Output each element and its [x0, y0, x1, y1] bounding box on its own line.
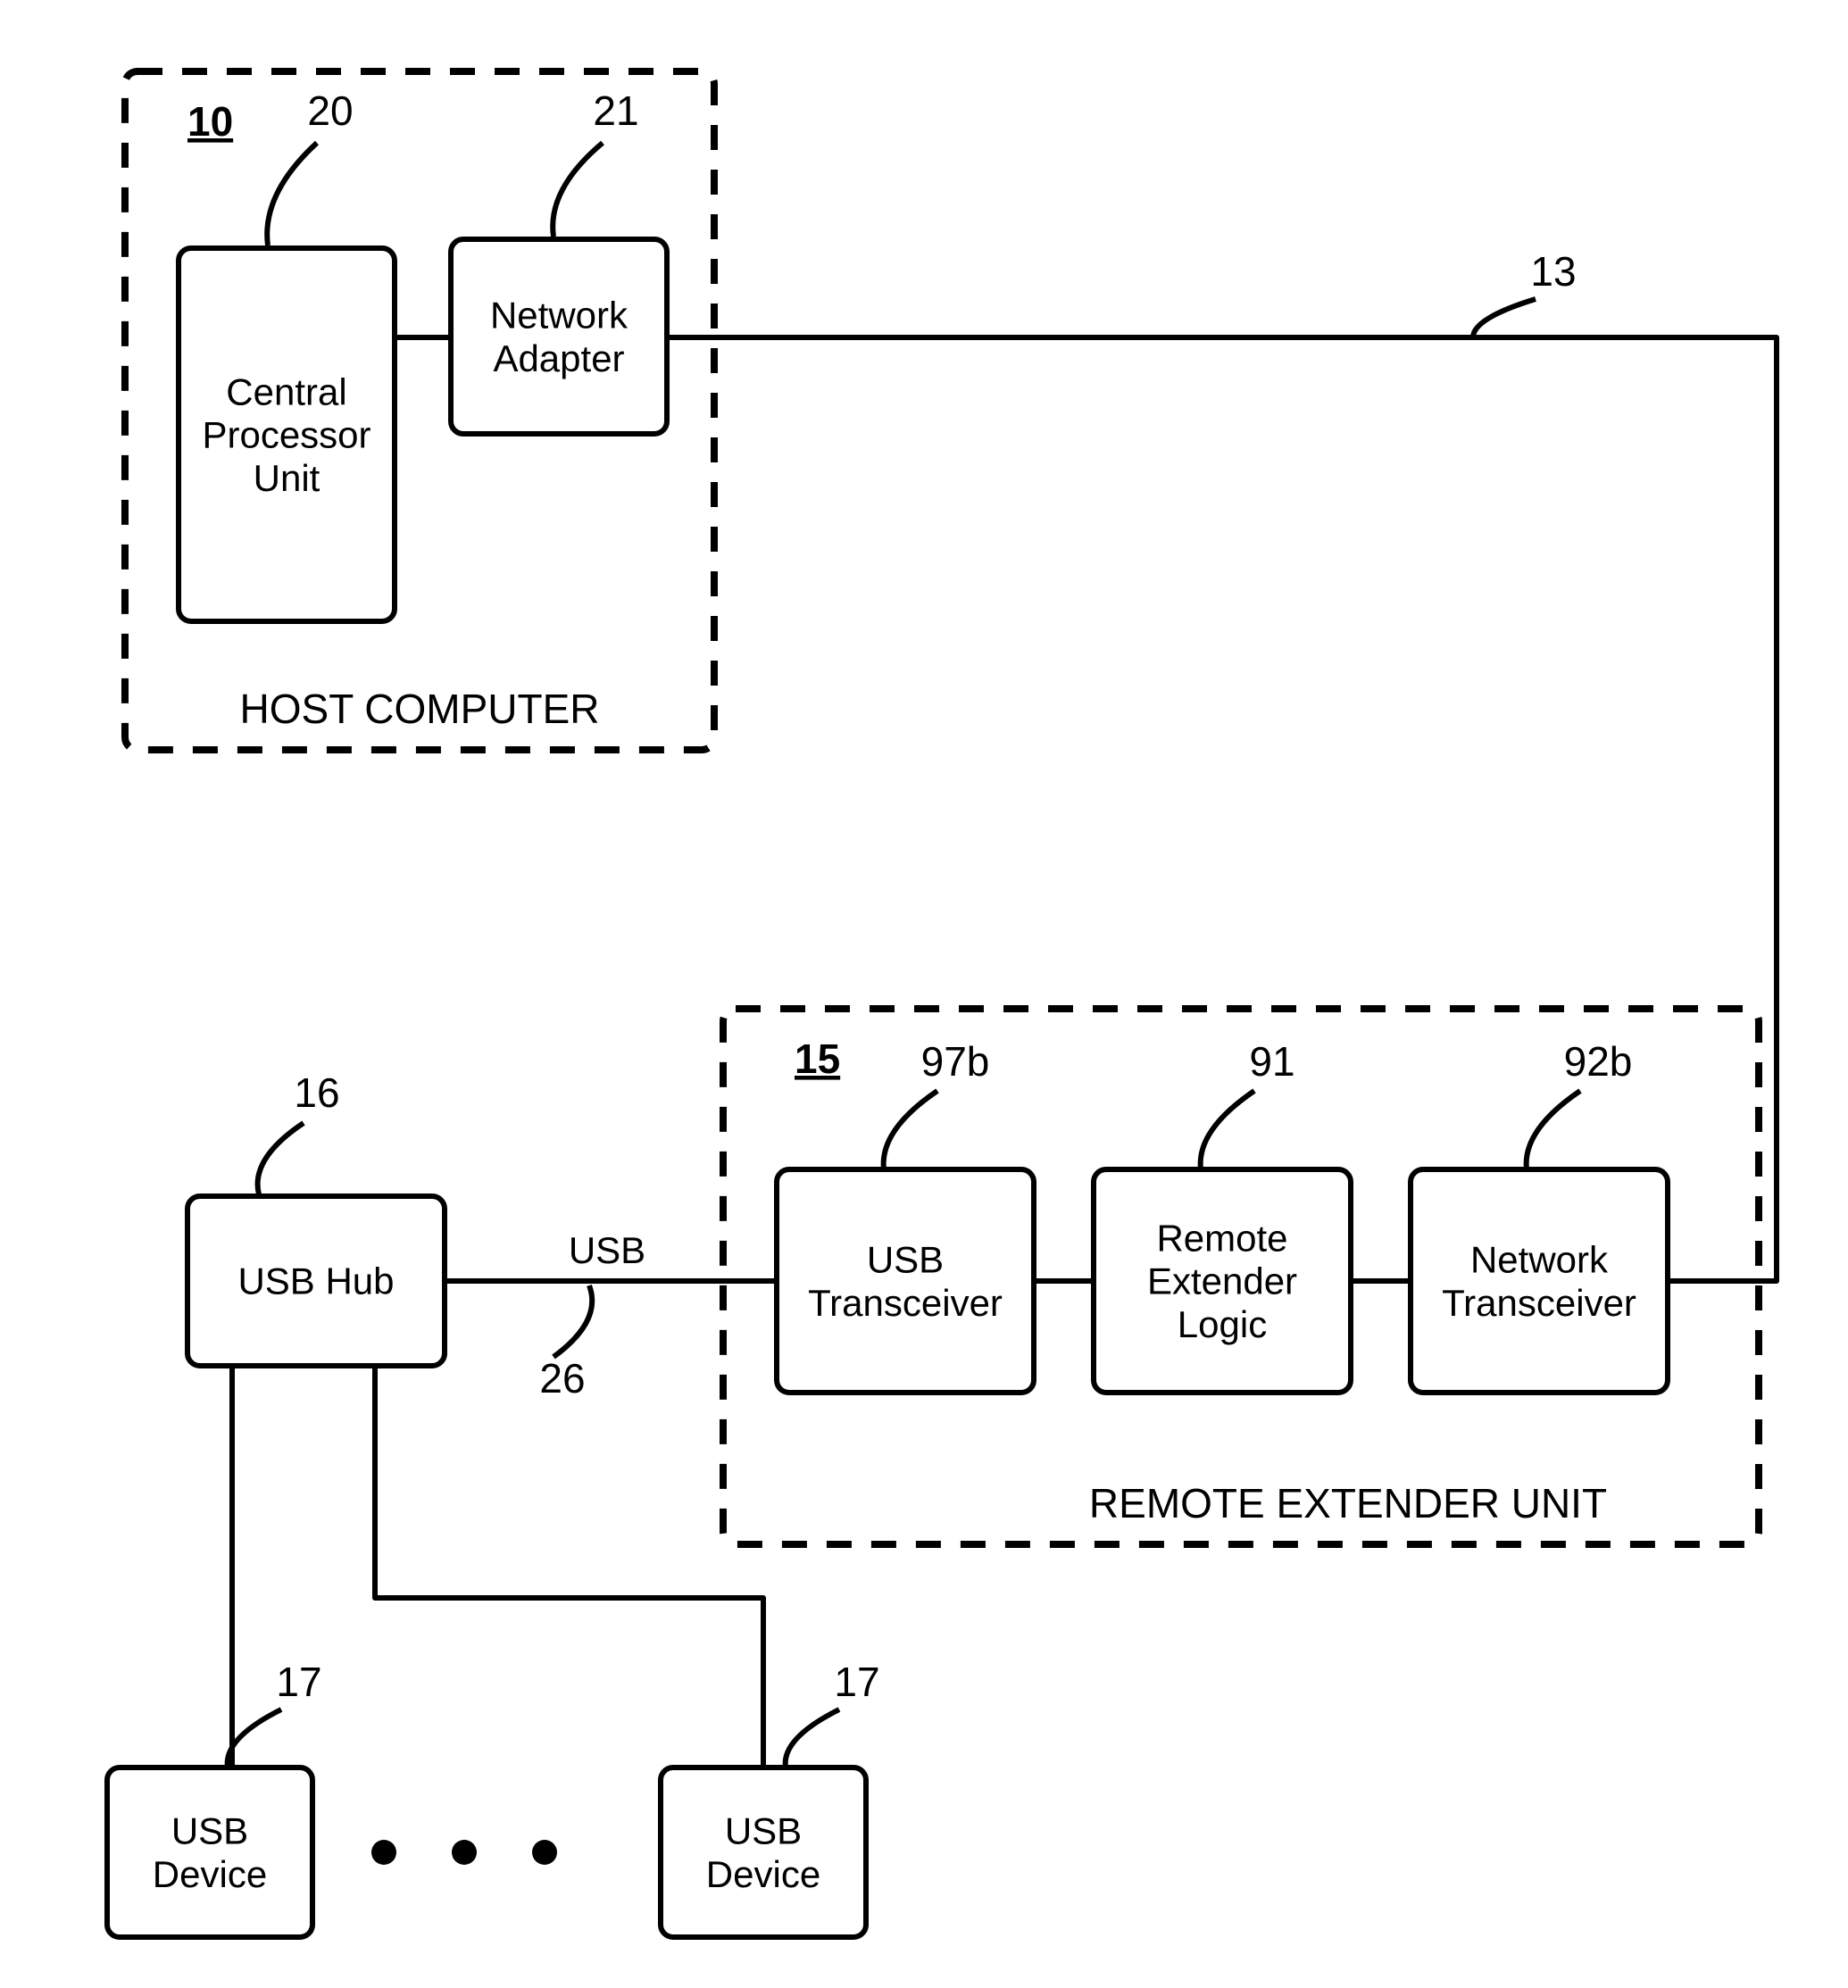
leader-line [884, 1091, 937, 1169]
svg-text:17: 17 [834, 1659, 879, 1705]
svg-text:92b: 92b [1564, 1038, 1633, 1085]
usbxcv-label: USB [867, 1239, 944, 1281]
netxcv-label: Network [1470, 1239, 1609, 1281]
leader-line [554, 1285, 592, 1357]
leader-line [258, 1123, 304, 1194]
host-computer-group [125, 71, 714, 750]
netadp-label: Network [490, 295, 628, 337]
svg-text:21: 21 [593, 87, 638, 134]
leader-line [1473, 299, 1536, 337]
svg-text:97b: 97b [921, 1038, 990, 1085]
leader-line [1527, 1091, 1580, 1169]
leader-line [267, 143, 317, 245]
svg-text:REMOTE EXTENDER UNIT: REMOTE EXTENDER UNIT [1089, 1480, 1607, 1526]
svg-text:26: 26 [539, 1355, 585, 1402]
dev1-label: USB [171, 1810, 248, 1852]
svg-text:15: 15 [795, 1036, 840, 1082]
usbxcv-label: Transceiver [808, 1282, 1003, 1324]
ellipsis-dot [532, 1840, 557, 1865]
leader-line [1201, 1091, 1254, 1169]
connector [375, 1366, 763, 1768]
dev1-label: Device [153, 1853, 267, 1895]
block-diagram: HOST COMPUTER REMOTE EXTENDER UNIT 10 15 Cen… [0, 0, 1848, 1988]
svg-text:16: 16 [294, 1069, 339, 1116]
dev2-label: Device [706, 1853, 820, 1895]
cpu-label: Central [226, 370, 346, 412]
hub-label: USB Hub [237, 1260, 394, 1302]
relogic-label: Extender [1147, 1260, 1297, 1302]
relogic-label: Remote [1156, 1217, 1287, 1259]
connector [667, 337, 1777, 1281]
leader-line [228, 1709, 281, 1768]
leader-line [786, 1709, 839, 1768]
netxcv-label: Transceiver [1442, 1282, 1636, 1324]
svg-text:13: 13 [1530, 248, 1576, 295]
ellipsis-dot [452, 1840, 477, 1865]
dev2-label: USB [725, 1810, 802, 1852]
svg-text:USB: USB [569, 1229, 645, 1271]
ellipsis-dot [371, 1840, 396, 1865]
cpu-label: Processor [202, 414, 370, 456]
svg-text:20: 20 [307, 87, 353, 134]
svg-text:91: 91 [1249, 1038, 1294, 1085]
cpu-label: Unit [254, 457, 320, 499]
leader-line [553, 143, 603, 237]
netadp-label: Adapter [493, 337, 624, 379]
svg-text:10: 10 [187, 98, 233, 145]
svg-text:17: 17 [276, 1659, 321, 1705]
svg-text:HOST COMPUTER: HOST COMPUTER [240, 686, 600, 732]
relogic-label: Logic [1178, 1303, 1267, 1345]
